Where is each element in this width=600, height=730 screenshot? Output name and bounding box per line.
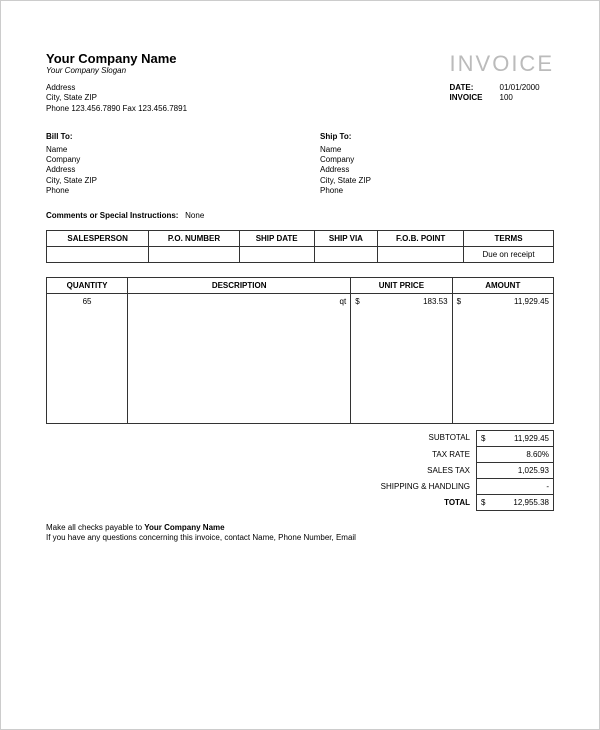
company-block: Your Company Name Your Company Slogan Ad… bbox=[46, 51, 187, 114]
ship-to-address: Address bbox=[320, 165, 554, 175]
meta-td-po bbox=[149, 246, 239, 262]
meta-td-terms: Due on receipt bbox=[464, 246, 554, 262]
meta-th-shipvia: SHIP VIA bbox=[314, 230, 377, 246]
amount-val: 11,929.45 bbox=[514, 297, 549, 306]
comments-line: Comments or Special Instructions: None bbox=[46, 211, 554, 220]
comments-label: Comments or Special Instructions: bbox=[46, 211, 178, 220]
invoice-number: 100 bbox=[500, 93, 513, 102]
subtotal-val: 11,929.45 bbox=[514, 434, 549, 443]
ship-to-name: Name bbox=[320, 145, 554, 155]
invoice-number-label: INVOICE bbox=[450, 93, 500, 103]
invoice-date: 01/01/2000 bbox=[500, 83, 540, 92]
bill-to-company: Company bbox=[46, 155, 280, 165]
company-name: Your Company Name bbox=[46, 51, 187, 66]
meta-th-po: P.O. NUMBER bbox=[149, 230, 239, 246]
footer-line1-pre: Make all checks payable to bbox=[46, 523, 144, 532]
ship-to-phone: Phone bbox=[320, 186, 554, 196]
items-td-amount: $ 11,929.45 bbox=[452, 293, 553, 423]
taxrate-label: TAX RATE bbox=[290, 447, 476, 463]
items-th-unitprice: UNIT PRICE bbox=[351, 277, 452, 293]
total-sym: $ bbox=[481, 498, 485, 507]
bill-to-address: Address bbox=[46, 165, 280, 175]
items-td-quantity: 65 bbox=[47, 293, 128, 423]
invoice-title: INVOICE bbox=[450, 51, 554, 77]
bill-to-name: Name bbox=[46, 145, 280, 155]
totals-block: SUBTOTAL $11,929.45 TAX RATE 8.60% SALES… bbox=[46, 430, 554, 511]
shipping-val: - bbox=[546, 482, 549, 491]
ship-to-heading: Ship To: bbox=[320, 132, 554, 142]
invoice-heading-block: INVOICE DATE:01/01/2000 INVOICE100 bbox=[450, 51, 554, 114]
meta-th-salesperson: SALESPERSON bbox=[47, 230, 149, 246]
meta-table: SALESPERSON P.O. NUMBER SHIP DATE SHIP V… bbox=[46, 230, 554, 263]
meta-td-shipdate bbox=[239, 246, 314, 262]
meta-th-terms: TERMS bbox=[464, 230, 554, 246]
company-slogan: Your Company Slogan bbox=[46, 66, 187, 75]
bill-to-city-state-zip: City, State ZIP bbox=[46, 176, 280, 186]
meta-td-shipvia bbox=[314, 246, 377, 262]
comments-value: None bbox=[185, 211, 204, 220]
company-phone-fax: Phone 123.456.7890 Fax 123.456.7891 bbox=[46, 104, 187, 114]
ship-to-block: Ship To: Name Company Address City, Stat… bbox=[320, 132, 554, 196]
meta-td-salesperson bbox=[47, 246, 149, 262]
meta-th-shipdate: SHIP DATE bbox=[239, 230, 314, 246]
items-th-amount: AMOUNT bbox=[452, 277, 553, 293]
footer-line1-bold: Your Company Name bbox=[144, 523, 224, 532]
bill-to-heading: Bill To: bbox=[46, 132, 280, 142]
salestax-label: SALES TAX bbox=[290, 463, 476, 479]
meta-th-fob: F.O.B. POINT bbox=[378, 230, 464, 246]
footer-line2: If you have any questions concerning thi… bbox=[46, 533, 554, 543]
salestax-val: 1,025.93 bbox=[518, 466, 549, 475]
amount-sym: $ bbox=[457, 297, 461, 306]
items-td-description: qt bbox=[128, 293, 351, 423]
items-table: QUANTITY DESCRIPTION UNIT PRICE AMOUNT 6… bbox=[46, 277, 554, 424]
company-address: Address bbox=[46, 83, 187, 93]
company-city-state-zip: City, State ZIP bbox=[46, 93, 187, 103]
items-td-unitprice: $ 183.53 bbox=[351, 293, 452, 423]
meta-td-fob bbox=[378, 246, 464, 262]
footer-block: Make all checks payable to Your Company … bbox=[46, 523, 554, 544]
total-label: TOTAL bbox=[290, 495, 476, 511]
taxrate-val: 8.60% bbox=[526, 450, 549, 459]
unit-price-val: 183.53 bbox=[423, 297, 447, 306]
invoice-date-label: DATE: bbox=[450, 83, 500, 93]
total-val: 12,955.38 bbox=[513, 498, 549, 507]
bill-to-phone: Phone bbox=[46, 186, 280, 196]
items-th-description: DESCRIPTION bbox=[128, 277, 351, 293]
subtotal-label: SUBTOTAL bbox=[290, 430, 476, 447]
subtotal-sym: $ bbox=[481, 434, 485, 443]
unit-price-sym: $ bbox=[355, 297, 359, 306]
ship-to-city-state-zip: City, State ZIP bbox=[320, 176, 554, 186]
shipping-label: SHIPPING & HANDLING bbox=[290, 479, 476, 495]
ship-to-company: Company bbox=[320, 155, 554, 165]
bill-to-block: Bill To: Name Company Address City, Stat… bbox=[46, 132, 280, 196]
items-th-quantity: QUANTITY bbox=[47, 277, 128, 293]
